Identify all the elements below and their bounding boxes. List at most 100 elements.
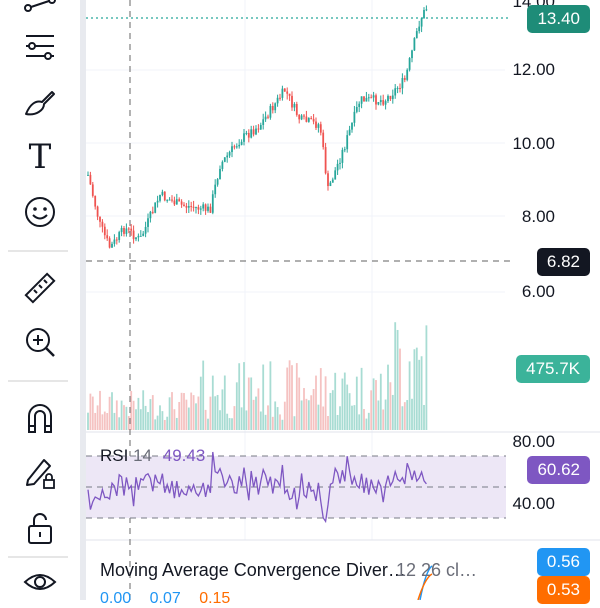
volume-bar bbox=[156, 415, 159, 430]
candle-body bbox=[305, 116, 308, 122]
volume-bar bbox=[144, 405, 147, 430]
volume-bar bbox=[343, 372, 346, 430]
volume-bar bbox=[185, 399, 188, 430]
candle-body bbox=[252, 129, 255, 135]
macd-tag: 0.56 bbox=[536, 548, 590, 576]
text-tool[interactable]: T bbox=[18, 137, 62, 177]
candle-body bbox=[322, 132, 325, 148]
volume-bar bbox=[240, 407, 243, 430]
eye-icon bbox=[23, 574, 57, 590]
measure-tool[interactable] bbox=[18, 268, 62, 308]
fib-retracement-tool[interactable] bbox=[18, 26, 62, 66]
volume-bar bbox=[231, 418, 233, 430]
candle-body bbox=[377, 102, 380, 105]
candle-body bbox=[195, 207, 197, 209]
emoji-tool[interactable] bbox=[18, 192, 62, 232]
candle-body bbox=[384, 101, 387, 105]
volume-bar bbox=[106, 413, 109, 430]
candle-body bbox=[279, 97, 281, 99]
candle-body bbox=[154, 202, 157, 213]
candle-body bbox=[267, 116, 269, 118]
candle-body bbox=[360, 96, 363, 104]
candle-body bbox=[341, 149, 344, 163]
fib-lines-icon bbox=[26, 35, 54, 60]
candle-body bbox=[423, 9, 425, 19]
candle-body bbox=[329, 182, 332, 187]
volume-bar bbox=[382, 409, 385, 430]
candle-body bbox=[190, 206, 193, 208]
candle-body bbox=[240, 141, 243, 145]
price-chart[interactable] bbox=[86, 0, 600, 600]
candle-body bbox=[168, 199, 171, 201]
trend-line-tool[interactable] bbox=[18, 0, 62, 28]
toolbar-separator bbox=[8, 556, 68, 558]
volume-bar bbox=[99, 390, 101, 430]
volume-bar bbox=[223, 375, 226, 430]
candle-body bbox=[211, 194, 214, 213]
volume-bar bbox=[173, 409, 176, 430]
volume-bar bbox=[365, 418, 368, 430]
volume-bar bbox=[250, 377, 253, 430]
volume-bar bbox=[298, 377, 301, 430]
lock-drawings-tool[interactable] bbox=[18, 452, 62, 492]
candle-body bbox=[159, 194, 161, 201]
volume-bar bbox=[118, 417, 121, 430]
candle-body bbox=[175, 199, 178, 205]
rsi-name: RSI bbox=[100, 446, 129, 465]
macd-hist-value: 0.00 bbox=[100, 590, 132, 607]
rsi-axis-label: 80.00 bbox=[512, 432, 555, 451]
volume-bar bbox=[178, 401, 181, 430]
candle-body bbox=[288, 93, 291, 96]
volume-bar bbox=[207, 418, 209, 430]
candle-body bbox=[221, 161, 224, 169]
price-axis-label: 8.00 bbox=[521, 207, 555, 226]
candle-body bbox=[401, 78, 404, 89]
macd-title[interactable]: Moving Average Convergence Divergence bbox=[100, 560, 410, 580]
volume-bar bbox=[310, 395, 313, 430]
rsi-legend[interactable]: RSI 14 49.43 bbox=[100, 446, 205, 466]
magnet-tool[interactable] bbox=[18, 398, 62, 438]
volume-bar bbox=[271, 416, 274, 430]
volume-bar bbox=[288, 360, 291, 430]
volume-bar bbox=[168, 397, 171, 430]
candle-body bbox=[291, 95, 293, 108]
volume-bar bbox=[180, 392, 183, 430]
volume-bar bbox=[408, 361, 411, 430]
candle-body bbox=[171, 199, 173, 201]
zoom-in-tool[interactable] bbox=[18, 322, 62, 362]
candle-body bbox=[303, 115, 305, 117]
volume-bar bbox=[252, 399, 255, 430]
volume-bar bbox=[211, 375, 214, 430]
visibility-tool[interactable] bbox=[18, 562, 62, 602]
candle-body bbox=[120, 228, 123, 233]
volume-bar bbox=[154, 419, 157, 430]
volume-bar bbox=[132, 400, 135, 430]
price-axis-label: 12.00 bbox=[512, 60, 555, 79]
volume-bar bbox=[243, 362, 245, 430]
candle-body bbox=[94, 195, 97, 207]
volume-bar bbox=[281, 419, 284, 430]
volume-bar bbox=[327, 415, 329, 430]
candle-body bbox=[331, 179, 334, 183]
volume-bar bbox=[291, 365, 293, 430]
volume-bar bbox=[257, 388, 260, 430]
volume-bar bbox=[187, 407, 190, 430]
candle-body bbox=[101, 221, 104, 227]
volume-bar bbox=[94, 412, 97, 430]
candle-body bbox=[243, 133, 245, 142]
candle-body bbox=[262, 119, 265, 125]
candle-body bbox=[281, 88, 284, 98]
candle-body bbox=[343, 149, 346, 151]
candle-body bbox=[259, 124, 262, 130]
brush-tool[interactable] bbox=[18, 82, 62, 122]
lock-tool[interactable] bbox=[18, 508, 62, 548]
volume-bar bbox=[394, 322, 397, 430]
current-price-tag: 13.40 bbox=[527, 5, 590, 33]
candle-body bbox=[411, 50, 413, 59]
candle-body bbox=[375, 95, 377, 105]
volume-bar bbox=[219, 410, 221, 430]
zoom-in-icon bbox=[26, 328, 55, 357]
candle-body bbox=[358, 103, 361, 108]
volume-bar bbox=[183, 393, 185, 430]
volume-bar bbox=[163, 419, 166, 430]
